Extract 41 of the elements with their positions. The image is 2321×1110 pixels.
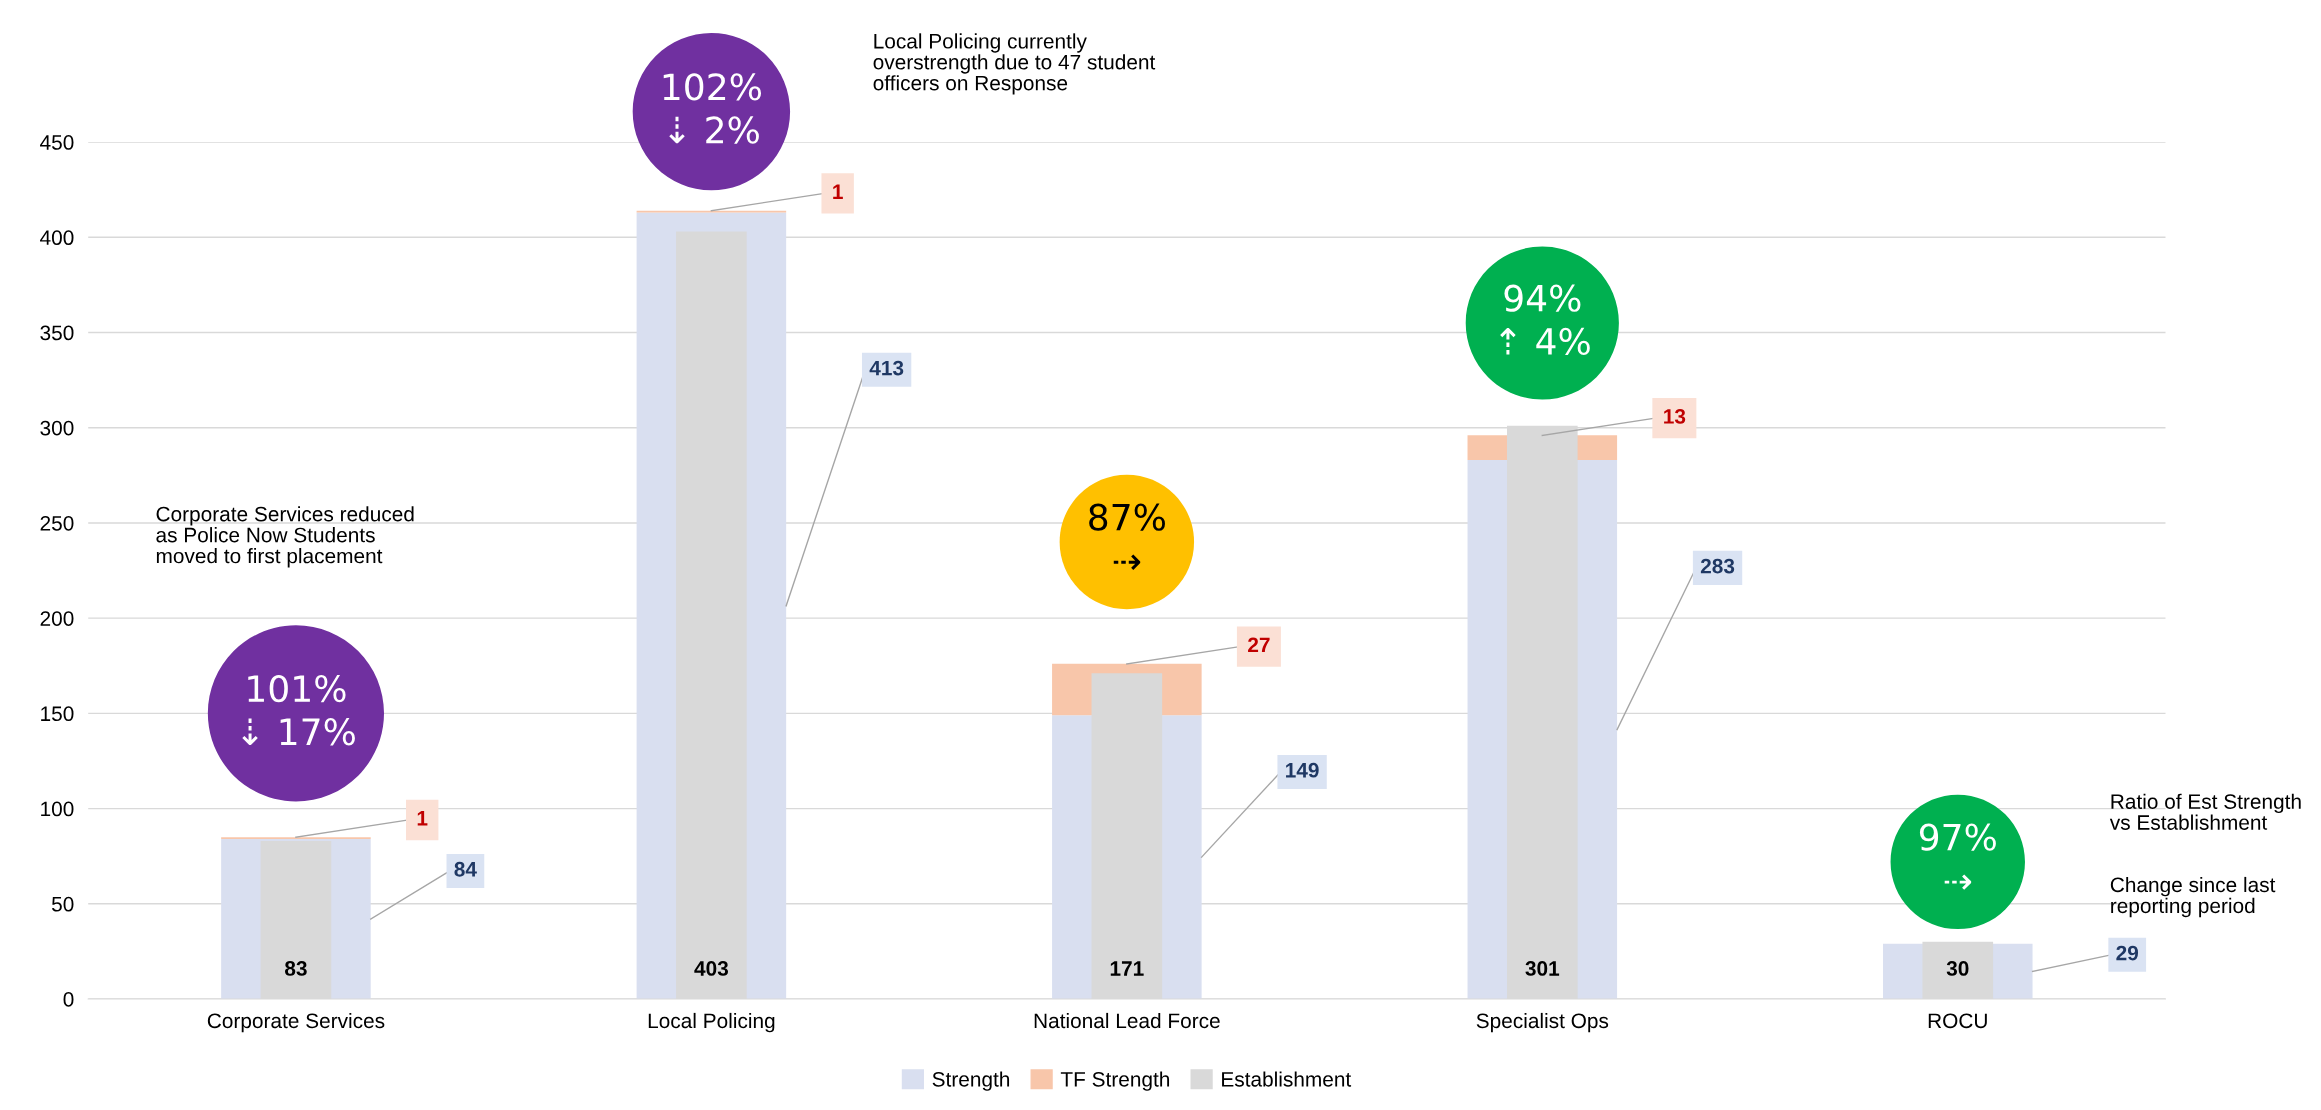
y-tick-label: 150 xyxy=(41,706,74,722)
annotation: 94% ⇡ 4% xyxy=(1500,284,1590,356)
x-tick-label: ROCU xyxy=(1928,1013,1987,1029)
annotation: Change since last reporting period xyxy=(2110,876,2276,918)
y-tick-label: 250 xyxy=(40,515,74,531)
text: Local Policing currently overstrength due to 47 student officers on Response xyxy=(873,33,1156,95)
data-label: 30 xyxy=(1946,961,1969,976)
y-tick-label: 50 xyxy=(51,896,74,912)
y-tick-label: 0 xyxy=(63,992,74,1007)
annotation: 101% ⇣ 17% xyxy=(242,674,355,746)
legend-label: Establishment xyxy=(1222,1071,1352,1087)
annotation: 87% ⇢ xyxy=(1089,503,1165,570)
data-label: 403 xyxy=(694,961,729,976)
annotation: Corporate Services reduced as Police Now Students moved to first placement xyxy=(156,506,414,568)
y-tick-label: 200 xyxy=(40,611,74,626)
data-label: 29 xyxy=(2116,945,2139,961)
x-tick-label: Local Policing xyxy=(648,1012,775,1033)
annotation: 97% ⇢ xyxy=(1919,823,1996,890)
legend-label: Strength xyxy=(932,1071,1010,1091)
data-label: 84 xyxy=(454,861,477,877)
y-tick-label: 100 xyxy=(41,801,74,817)
y-tick-label: 450 xyxy=(40,135,74,150)
annotation: 102% ⇣ 2% xyxy=(663,73,762,144)
data-label: 149 xyxy=(1286,762,1319,778)
data-label: 283 xyxy=(1700,558,1735,574)
x-tick-label: National Lead Force xyxy=(1034,1012,1220,1029)
y-tick-label: 400 xyxy=(40,230,74,246)
data-label: 1 xyxy=(417,811,428,826)
data-label: 13 xyxy=(1664,409,1686,424)
data-label: 83 xyxy=(285,961,307,976)
annotation: Ratio of Est Strength vs Establishment xyxy=(2109,793,2301,830)
data-label: 171 xyxy=(1110,961,1144,976)
data-label: 301 xyxy=(1525,961,1560,976)
y-tick-label: 350 xyxy=(40,325,74,341)
y-tick-label: 300 xyxy=(40,420,74,436)
x-tick-label: Corporate Services xyxy=(207,1012,385,1033)
data-label: 27 xyxy=(1248,637,1270,653)
x-tick-label: Specialist Ops xyxy=(1476,1012,1609,1033)
data-label: 1 xyxy=(833,184,843,199)
legend-label: TF Strength xyxy=(1060,1071,1170,1091)
data-label: 413 xyxy=(869,360,904,376)
